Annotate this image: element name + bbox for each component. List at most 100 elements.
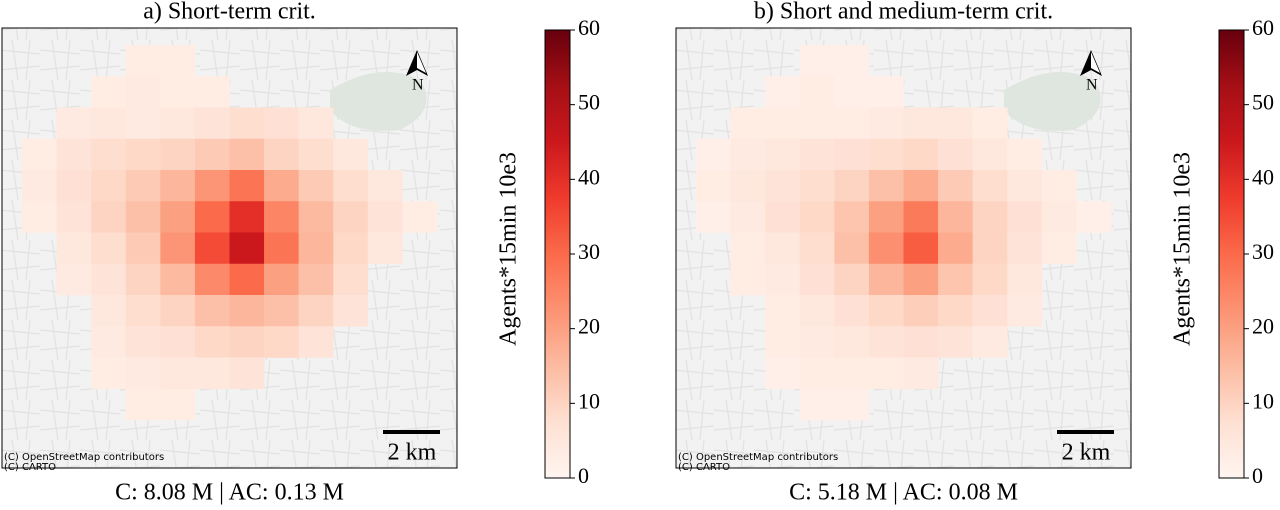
heat-cell — [765, 357, 801, 390]
heat-cell — [868, 76, 904, 108]
scale-label: 2 km — [388, 440, 437, 466]
heat-cell — [1041, 232, 1077, 265]
colorbar-tick-label: 10 — [1252, 388, 1274, 413]
heat-cell — [160, 295, 196, 327]
heat-cell — [972, 201, 1008, 233]
heat-cell — [834, 357, 870, 390]
heat-cell — [903, 263, 939, 296]
heat-cell — [696, 201, 731, 233]
heat-cell — [91, 326, 127, 358]
heat-cell — [56, 263, 92, 296]
attribution: (C) OpenStreetMap contributors — [678, 452, 838, 463]
heat-cell — [696, 170, 731, 202]
heat-cell — [298, 201, 334, 233]
heat-cell — [765, 107, 801, 140]
panel: a) Short-term crit. N 2 km (C) OpenStreetMa… — [1, 0, 600, 506]
heat-cell — [125, 138, 161, 171]
heat-cell — [799, 232, 835, 265]
heat-cell — [765, 263, 801, 296]
heat-cell — [56, 232, 92, 265]
heat-cell — [938, 295, 973, 327]
heat-cell — [333, 170, 369, 202]
heat-cell — [367, 232, 403, 265]
heat-cell — [938, 138, 973, 171]
colorbar-tick-label: 40 — [1252, 164, 1274, 189]
heat-cell — [367, 201, 403, 233]
heat-cell — [799, 326, 835, 358]
north-arrow-half — [417, 52, 426, 73]
heat-cell — [938, 201, 973, 233]
heat-cell — [298, 170, 334, 202]
heat-cell — [125, 76, 161, 108]
heat-cell — [367, 170, 403, 202]
heat-cell — [298, 138, 334, 171]
heat-cell — [765, 295, 801, 327]
heat-cell — [938, 107, 973, 140]
heat-cell — [56, 138, 92, 171]
heat-cell — [834, 201, 870, 233]
heat-cell — [229, 170, 265, 202]
heat-cell — [125, 263, 161, 296]
heat-cell — [264, 201, 299, 233]
heat-cell — [903, 201, 939, 233]
heat-cell — [298, 107, 334, 140]
heat-cell — [194, 232, 230, 265]
heat-cell — [229, 295, 265, 327]
heat-cell — [125, 45, 161, 77]
heat-cell — [229, 357, 265, 390]
heat-cell — [799, 357, 835, 390]
heat-cell — [868, 138, 904, 171]
heat-cell — [333, 263, 369, 296]
heat-cell — [264, 295, 299, 327]
heat-cell — [333, 232, 369, 265]
heat-cell — [834, 388, 870, 421]
heat-cell — [730, 138, 766, 171]
colorbar-tick-label: 20 — [1252, 314, 1274, 339]
colorbar-tick-label: 50 — [1252, 90, 1274, 115]
park — [330, 72, 427, 131]
heat-cell — [868, 170, 904, 202]
colorbar-tick-label: 40 — [578, 164, 600, 189]
heat-cell — [765, 326, 801, 358]
heat-cell — [834, 45, 870, 77]
colorbar-tick-label: 30 — [578, 239, 600, 264]
park — [1004, 72, 1101, 131]
heat-cell — [972, 138, 1008, 171]
heat-cell — [903, 138, 939, 171]
heat-cell — [1007, 170, 1043, 202]
heat-cell — [730, 263, 766, 296]
heat-cell — [298, 295, 334, 327]
colorbar-tick-label: 20 — [578, 314, 600, 339]
panel-title: a) Short-term crit. — [143, 0, 316, 25]
heat-cell — [91, 295, 127, 327]
heat-cell — [125, 201, 161, 233]
heat-cell — [194, 357, 230, 390]
heat-cell — [160, 170, 196, 202]
colorbar-label: Agents*15min 10e3 — [1170, 152, 1196, 346]
heat-cell — [160, 138, 196, 171]
panel-title: b) Short and medium-term crit. — [754, 0, 1053, 25]
heat-cell — [125, 107, 161, 140]
heat-cell — [1041, 201, 1077, 233]
heat-cell — [799, 76, 835, 108]
heat-cell — [938, 170, 973, 202]
heat-cell — [333, 138, 369, 171]
heat-cell — [903, 232, 939, 265]
heat-cell — [298, 232, 334, 265]
heat-cell — [765, 201, 801, 233]
north-label: N — [412, 77, 424, 94]
heat-cell — [125, 170, 161, 202]
panel: b) Short and medium-term crit. N 2 km (C) O… — [675, 0, 1274, 506]
heat-cell — [1076, 201, 1112, 233]
colorbar-tick-label: 30 — [1252, 239, 1274, 264]
heat-cell — [868, 326, 904, 358]
colorbar-label: Agents*15min 10e3 — [496, 152, 522, 346]
heat-cell — [1007, 232, 1043, 265]
heat-cell — [938, 326, 973, 358]
heat-cell — [972, 295, 1008, 327]
heat-cell — [868, 232, 904, 265]
heat-cell — [229, 326, 265, 358]
heat-cell — [91, 107, 127, 140]
heat-cell — [264, 170, 299, 202]
heat-cell — [799, 388, 835, 421]
